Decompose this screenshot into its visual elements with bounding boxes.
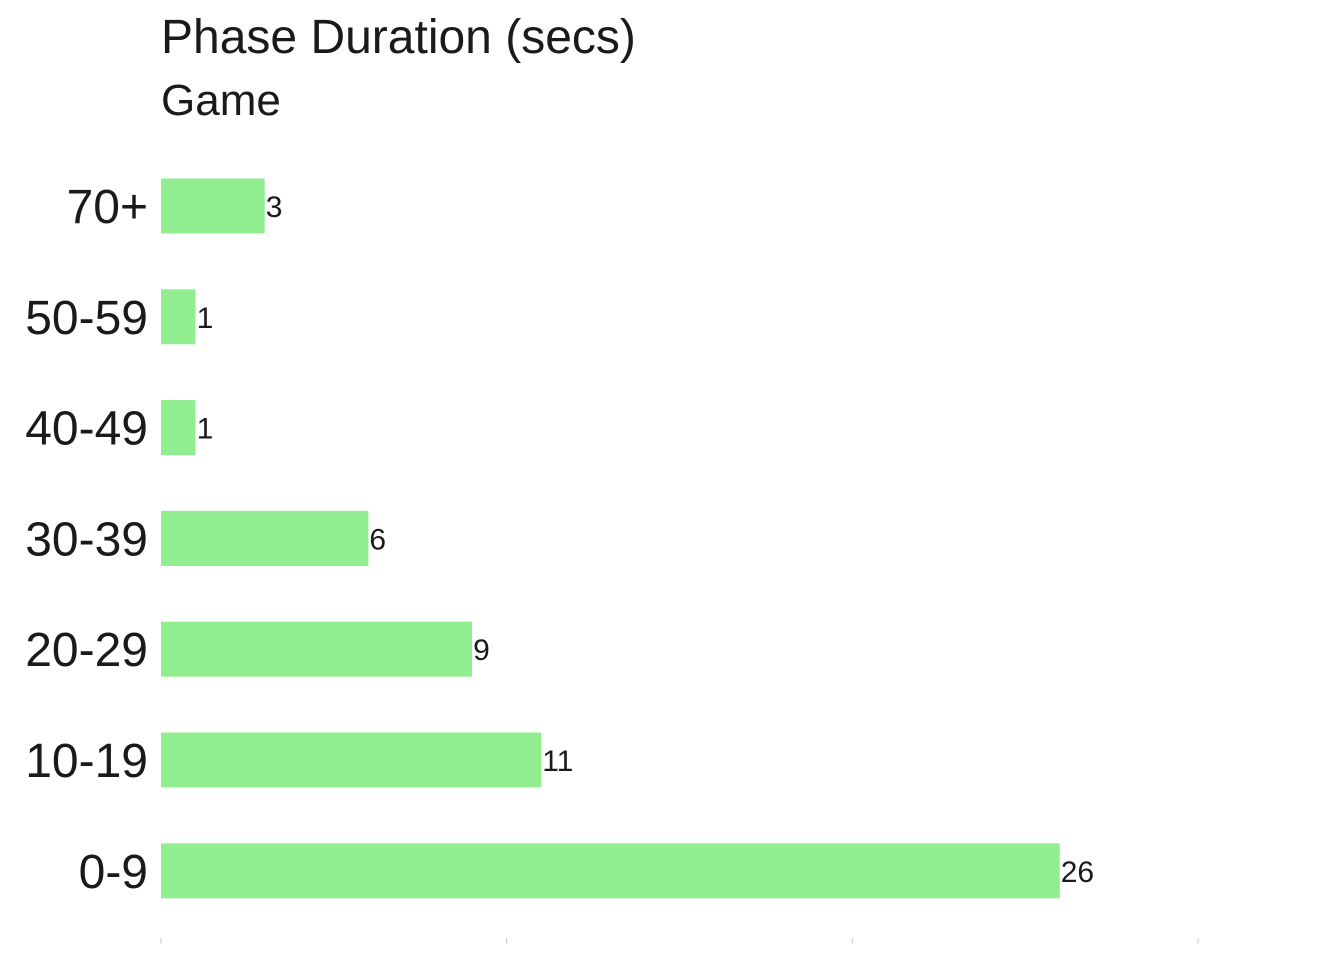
category-labels-group: 70+ 50-59 40-49 30-39 20-29 10-19 0-9 [25,181,148,899]
x-axis-ticks-group [160,938,1199,944]
bar-10-19 [161,732,542,788]
bar-70+ [161,178,265,234]
data-label: 3 [266,191,283,224]
category-label: 30-39 [25,513,148,566]
category-label: 70+ [67,181,148,234]
category-label: 0-9 [79,846,148,899]
bar-0-9 [161,843,1060,899]
data-label: 1 [197,302,214,335]
category-label: 10-19 [25,735,148,788]
data-label: 1 [197,413,214,446]
category-label: 20-29 [25,624,148,677]
data-label: 11 [542,745,573,778]
data-label: 26 [1061,856,1094,889]
category-label: 50-59 [25,292,148,345]
bar-50-59 [161,289,196,345]
bars-group [161,178,1060,899]
bar-40-49 [161,400,196,456]
bar-30-39 [161,510,369,566]
chart-subtitle: Game [161,76,281,125]
category-label: 40-49 [25,403,148,456]
data-label: 6 [369,523,386,556]
data-label: 9 [473,634,490,667]
chart-title: Phase Duration (secs) [161,11,636,64]
bar-20-29 [161,621,473,677]
